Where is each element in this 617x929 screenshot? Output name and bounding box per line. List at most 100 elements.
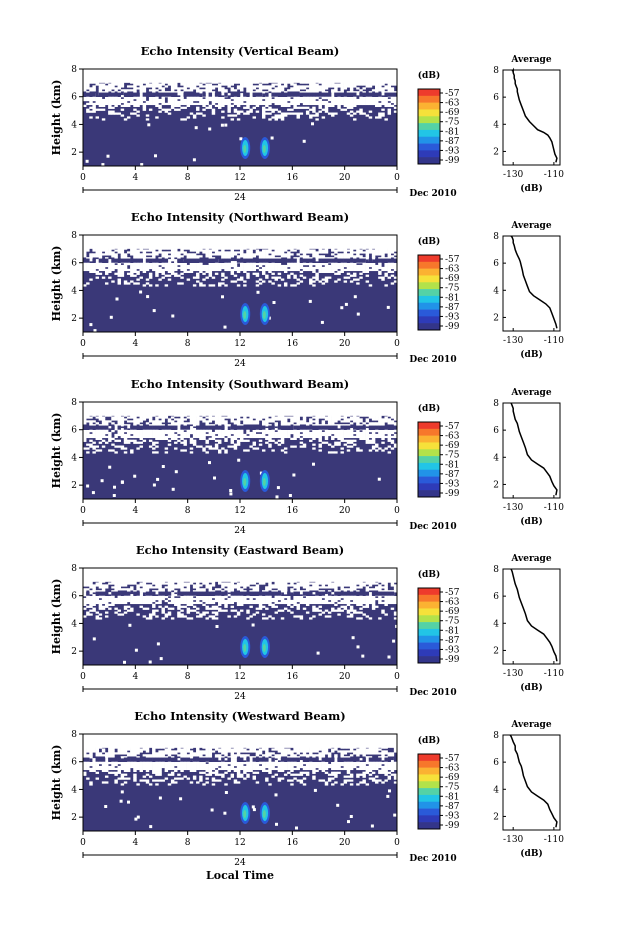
gap-cell (293, 276, 297, 279)
gap-cell (340, 599, 344, 603)
gap-cell (359, 607, 363, 610)
gap-cell (167, 439, 172, 442)
gap-cell (192, 431, 197, 435)
gap-cell (277, 595, 282, 599)
gap-cell (196, 251, 200, 254)
gap-cell (265, 102, 269, 106)
gap-cell (155, 104, 159, 107)
gap-cell (252, 429, 256, 433)
gap-cell (356, 582, 360, 585)
gap-cell (205, 276, 209, 279)
gap-cell (208, 416, 213, 419)
band-cell (274, 92, 278, 97)
gap-cell (321, 257, 326, 260)
gap-cell (277, 439, 282, 442)
band-cell (283, 258, 288, 263)
gap-cell (387, 89, 392, 92)
gap-cell (189, 266, 194, 270)
gap-cell (145, 422, 150, 425)
gap-cell (148, 257, 153, 260)
gap-cell (142, 98, 147, 102)
gap-cell (343, 108, 348, 111)
gap-cell (161, 582, 165, 585)
gap-cell (196, 595, 200, 599)
speckle (106, 154, 110, 158)
band-cell (305, 92, 310, 97)
gap-cell (318, 439, 322, 442)
gap-cell (274, 605, 278, 608)
gap-cell (148, 262, 153, 266)
gap-cell (274, 118, 278, 121)
echo-cores (240, 136, 270, 159)
gap-cell (211, 247, 216, 250)
gap-cell (346, 106, 351, 109)
gap-cell (309, 601, 313, 605)
gap-cell (205, 91, 209, 94)
gap-cell (390, 429, 395, 433)
gap-cell (142, 597, 147, 601)
gap-cell (214, 611, 219, 614)
gap-cell (365, 274, 370, 277)
band-cell (252, 258, 256, 263)
gap-cell (111, 437, 115, 440)
gap-cell (145, 595, 150, 599)
gap-cell (362, 584, 366, 587)
gap-cell (164, 247, 169, 250)
gap-cell (318, 104, 322, 107)
gap-cell (139, 264, 143, 268)
gap-cell (199, 266, 203, 270)
gap-cell (208, 91, 213, 94)
gap-cell (130, 85, 134, 88)
gap-cell (95, 81, 99, 84)
gap-cell (271, 590, 275, 593)
gap-cell (309, 257, 313, 260)
gap-cell (130, 599, 134, 603)
gap-cell (136, 420, 140, 423)
gap-cell (221, 247, 225, 250)
band-cell (230, 425, 235, 430)
gap-cell (167, 270, 172, 273)
gap-cell (155, 83, 159, 86)
gap-cell (136, 104, 140, 107)
band-cell (283, 425, 288, 430)
gap-cell (252, 441, 256, 444)
band-cell (139, 258, 143, 263)
gap-cell (293, 98, 297, 102)
gap-cell (368, 422, 373, 425)
gap-cell (287, 435, 291, 439)
gap-cell (265, 599, 269, 603)
gap-cell (104, 435, 109, 439)
gap-cell (208, 264, 213, 268)
gap-cell (130, 262, 134, 266)
gap-cell (299, 601, 304, 605)
gap-cell (148, 264, 153, 268)
gap-cell (202, 603, 206, 606)
gap-cell (95, 253, 99, 256)
gap-cell (240, 85, 244, 88)
gap-cell (327, 85, 332, 88)
gap-cell (271, 429, 275, 433)
gap-cell (274, 586, 278, 589)
gap-cell (236, 268, 241, 272)
gap-cell (362, 435, 366, 439)
gap-cell (205, 253, 209, 256)
gap-cell (243, 247, 247, 250)
gap-cell (349, 433, 354, 437)
profile-x-tick-label: -110 (544, 170, 564, 180)
band-cell (305, 425, 310, 430)
gap-cell (126, 282, 131, 285)
gap-cell (280, 81, 285, 84)
gap-cell (249, 108, 253, 111)
gap-cell (296, 595, 300, 599)
gap-cell (337, 426, 341, 429)
gap-cell (271, 584, 275, 587)
gap-cell (214, 597, 219, 601)
gap-cell (133, 89, 137, 92)
gap-cell (337, 100, 341, 104)
gap-cell (108, 426, 112, 429)
gap-cell (277, 414, 282, 417)
gap-cell (167, 433, 172, 437)
gap-cell (243, 98, 247, 102)
gap-cell (359, 89, 363, 92)
gap-cell (243, 601, 247, 605)
